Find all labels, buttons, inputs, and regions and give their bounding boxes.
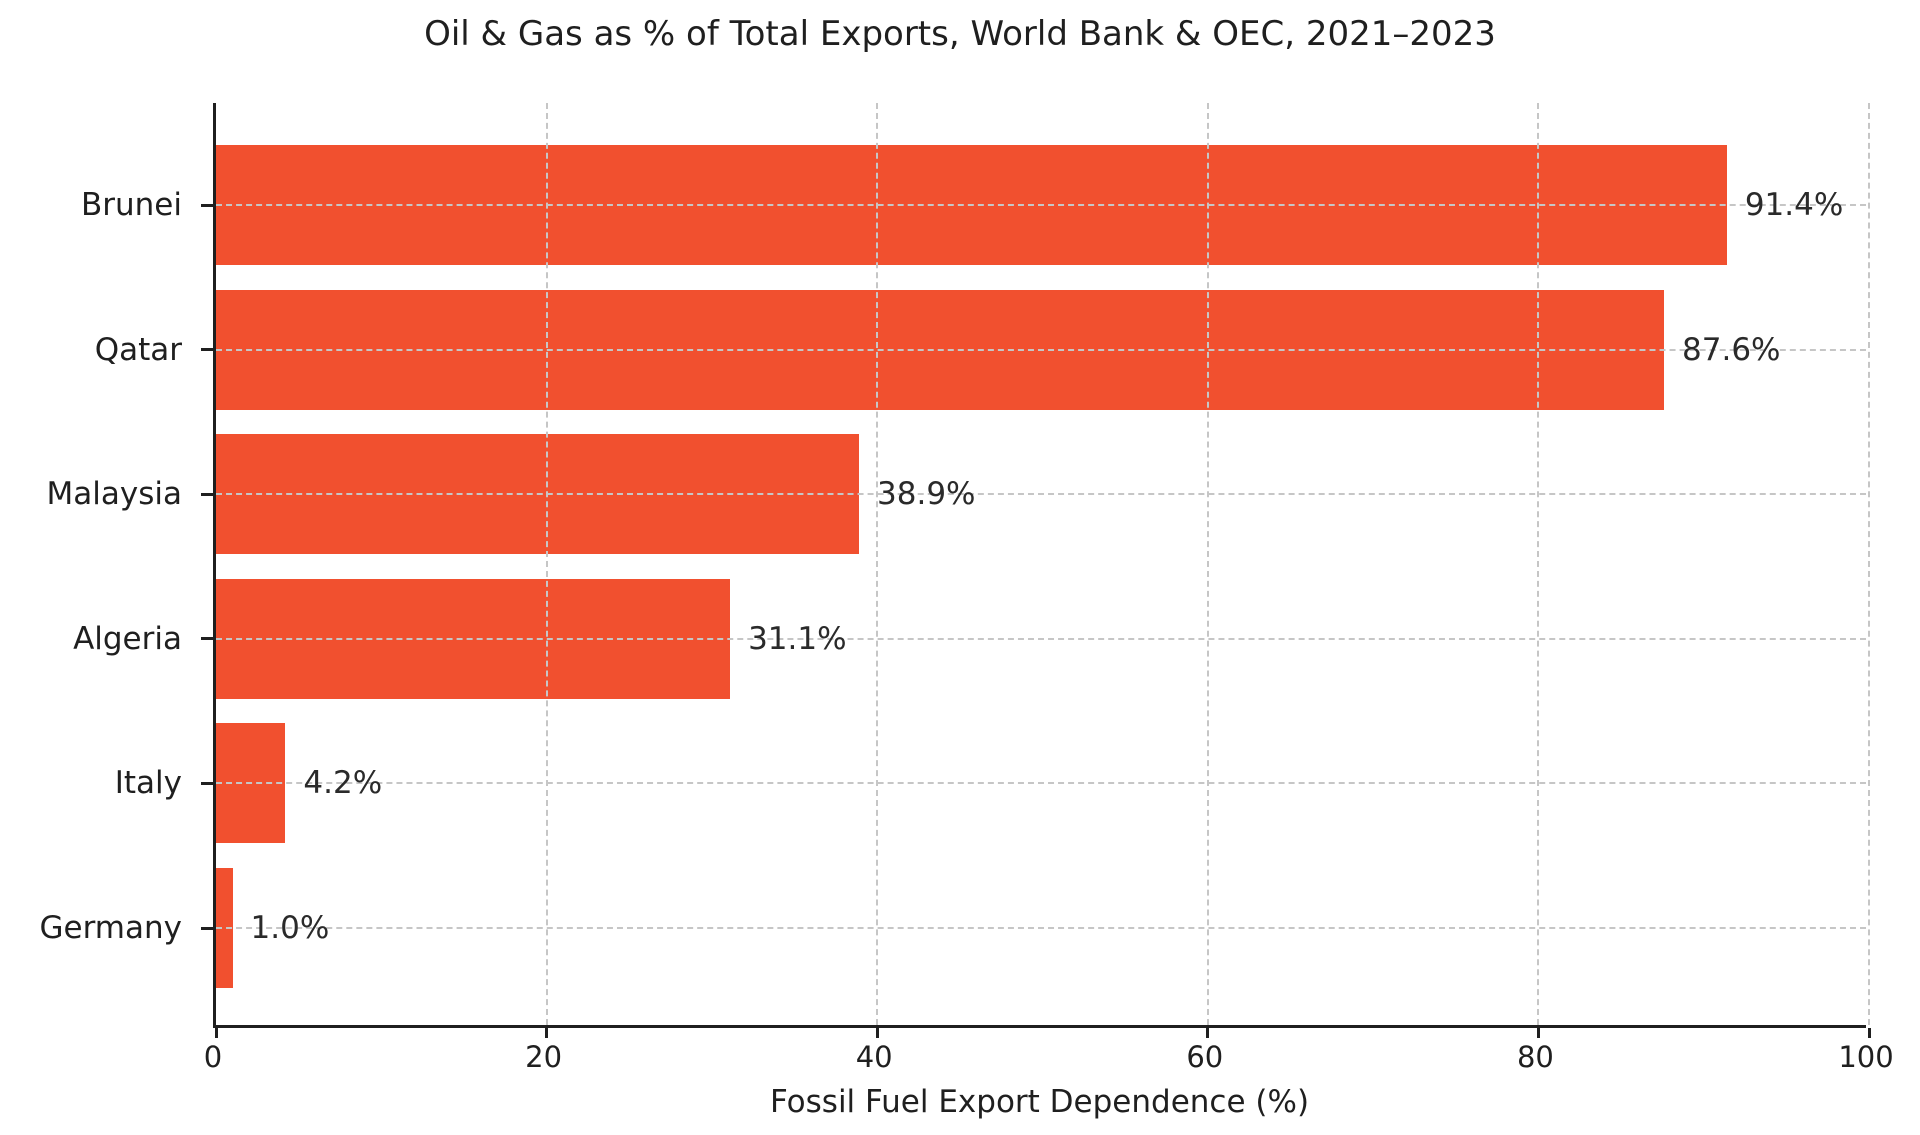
v-gridline <box>1868 103 1870 1025</box>
y-tick-label: Algeria <box>73 620 182 657</box>
x-tick <box>875 1028 879 1038</box>
bar-value-label: 87.6% <box>1682 331 1781 368</box>
plot-area: 91.4% 87.6% 38.9% 31.1% 4.2% 1.0% <box>201 103 1871 1038</box>
h-gridline <box>216 927 1866 929</box>
x-tick <box>1867 1028 1871 1038</box>
y-tick <box>201 203 213 207</box>
x-tick <box>214 1028 218 1038</box>
x-tick <box>1536 1028 1540 1038</box>
y-tick-label: Malaysia <box>46 476 182 513</box>
h-gridline <box>216 348 1866 351</box>
bar-value-label: 38.9% <box>877 476 976 513</box>
y-tick-label: Italy <box>114 765 182 802</box>
y-tick <box>201 348 213 352</box>
y-tick-label: Germany <box>39 910 182 946</box>
y-tick-label: Brunei <box>81 187 182 223</box>
y-tick <box>201 781 213 785</box>
x-tick <box>1206 1028 1210 1038</box>
y-tick <box>201 926 213 930</box>
y-tick-label: Qatar <box>94 331 182 368</box>
bar-value-label: 1.0% <box>250 910 330 946</box>
x-tick-label: 100 <box>1838 1040 1894 1074</box>
x-tick-label: 60 <box>1186 1040 1224 1074</box>
x-tick-label: 40 <box>855 1040 893 1074</box>
x-axis-label: Fossil Fuel Export Dependence (%) <box>769 1084 1310 1120</box>
v-gridline <box>1206 103 1209 1025</box>
x-tick-label: 20 <box>525 1040 563 1074</box>
x-tick-label: 0 <box>203 1040 223 1074</box>
v-gridline <box>876 103 879 1025</box>
h-gridline <box>216 204 1866 206</box>
bar-value-label: 31.1% <box>748 620 847 657</box>
x-tick-label: 80 <box>1516 1040 1554 1074</box>
h-gridline <box>216 637 1866 640</box>
v-gridline <box>545 103 548 1025</box>
x-tick <box>545 1028 549 1038</box>
chart-title: Oil & Gas as % of Total Exports, World B… <box>424 14 1496 54</box>
bar-value-label: 91.4% <box>1744 187 1844 223</box>
v-gridline <box>1537 103 1540 1025</box>
h-gridline <box>216 782 1866 785</box>
y-tick <box>201 492 213 496</box>
h-gridline <box>216 493 1866 496</box>
bar-value-label: 4.2% <box>303 765 383 802</box>
y-tick <box>201 637 213 641</box>
